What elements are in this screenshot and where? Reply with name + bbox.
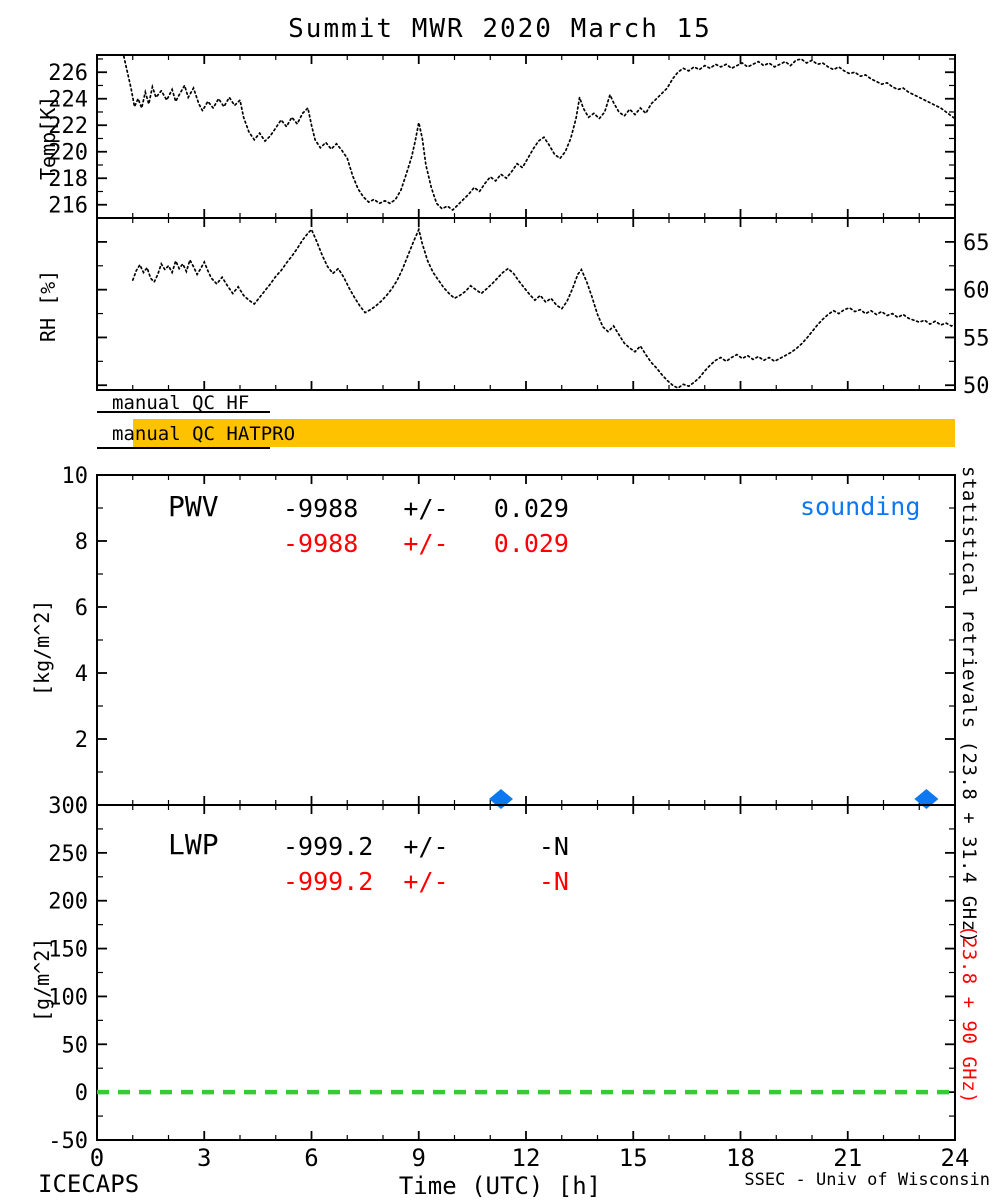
rh-ytick-label: 60 bbox=[963, 279, 990, 304]
right-caption-statistical: statistical retrievals (23.8 + 31.4 GHz) bbox=[958, 466, 980, 944]
pwv-ytick-label: 0 bbox=[75, 794, 88, 819]
right-caption-90ghz: (23.8 + 90 GHz) bbox=[958, 925, 980, 1105]
temp-ylabel: Temp[K] bbox=[36, 95, 60, 180]
rh-ytick-label: 55 bbox=[963, 326, 990, 351]
lwp-ytick-label: 300 bbox=[48, 794, 88, 819]
temp-ytick-label: 216 bbox=[48, 194, 88, 219]
pwv-ytick-label: 4 bbox=[75, 662, 88, 687]
lwp-ytick-label: 250 bbox=[48, 842, 88, 867]
temp-frame bbox=[96, 54, 956, 219]
lwp-ytick-label: 200 bbox=[48, 890, 88, 915]
pwv-stats-hatpro: -9988 +/- 0.029 bbox=[283, 529, 569, 558]
rh-frame bbox=[96, 217, 956, 391]
x-tick-label: 21 bbox=[833, 1144, 862, 1172]
lwp-frame bbox=[96, 804, 956, 1141]
x-tick-label: 12 bbox=[512, 1144, 541, 1172]
lwp-panel: -50 0 50 100 150 200 250 300 bbox=[48, 794, 956, 1154]
temp-ytick-label: 220 bbox=[48, 141, 88, 166]
temp-ytick-label: 226 bbox=[48, 61, 88, 86]
footer-ssec: SSEC - Univ of Wisconsin bbox=[744, 1170, 990, 1190]
footer-icecaps: ICECAPS bbox=[38, 1170, 140, 1198]
pwv-ytick-label: 6 bbox=[75, 596, 88, 621]
rh-ytick-label: 65 bbox=[963, 231, 990, 256]
lwp-ytick-label: 100 bbox=[48, 985, 88, 1010]
x-tick-label: 0 bbox=[90, 1144, 104, 1172]
x-tick-label: 24 bbox=[941, 1144, 970, 1172]
pwv-ytick-label: 8 bbox=[75, 530, 88, 555]
lwp-stats-hf: -999.2 +/- -N bbox=[283, 832, 569, 861]
sounding-diamond bbox=[488, 789, 513, 810]
page-title: Summit MWR 2020 March 15 bbox=[288, 14, 712, 44]
x-axis-label: Time (UTC) [h] bbox=[398, 1172, 602, 1200]
qc-hatpro-bar bbox=[133, 419, 955, 447]
temp-ytick-label: 224 bbox=[48, 88, 88, 113]
qc-hatpro-label: manual QC HATPRO bbox=[112, 423, 296, 445]
pwv-ytick-label: 2 bbox=[75, 728, 88, 753]
x-tick-label: 3 bbox=[197, 1144, 211, 1172]
pwv-ytick-label: 10 bbox=[62, 464, 89, 489]
temperature-curve bbox=[122, 55, 955, 212]
qc-hatpro-baseline bbox=[97, 447, 270, 449]
temp-ytick-label: 218 bbox=[48, 167, 88, 192]
rh-ylabel: RH [%] bbox=[36, 269, 60, 342]
lwp-ytick-label: -50 bbox=[48, 1129, 88, 1154]
x-tick-label: 6 bbox=[304, 1144, 318, 1172]
lwp-panel-tag: LWP bbox=[168, 828, 219, 861]
x-tick-label: 15 bbox=[619, 1144, 648, 1172]
lwp-stats-hatpro: -999.2 +/- -N bbox=[283, 867, 569, 896]
qc-hf-baseline bbox=[97, 411, 270, 413]
lwp-ylabel: [g/m^2] bbox=[30, 937, 54, 1022]
sounding-legend: sounding bbox=[800, 492, 921, 521]
lwp-ytick-label: 150 bbox=[48, 938, 88, 963]
pwv-frame bbox=[96, 474, 956, 806]
pwv-ylabel: [kg/m^2] bbox=[30, 599, 54, 696]
sounding-diamond bbox=[914, 789, 939, 810]
qc-hf-label: manual QC HF bbox=[112, 392, 250, 414]
rh-ytick-label: 50 bbox=[963, 374, 990, 399]
x-tick-label: 18 bbox=[726, 1144, 755, 1172]
rh-curve bbox=[131, 226, 955, 390]
temp-ytick-label: 222 bbox=[48, 114, 88, 139]
rh-panel: 50 55 60 65 bbox=[96, 217, 990, 399]
lwp-ytick-label: 50 bbox=[62, 1033, 89, 1058]
pwv-panel-tag: PWV bbox=[168, 490, 219, 523]
pwv-stats-hf: -9988 +/- 0.029 bbox=[283, 494, 569, 523]
x-tick-label: 9 bbox=[412, 1144, 426, 1172]
lwp-ytick-label: 0 bbox=[75, 1081, 88, 1106]
